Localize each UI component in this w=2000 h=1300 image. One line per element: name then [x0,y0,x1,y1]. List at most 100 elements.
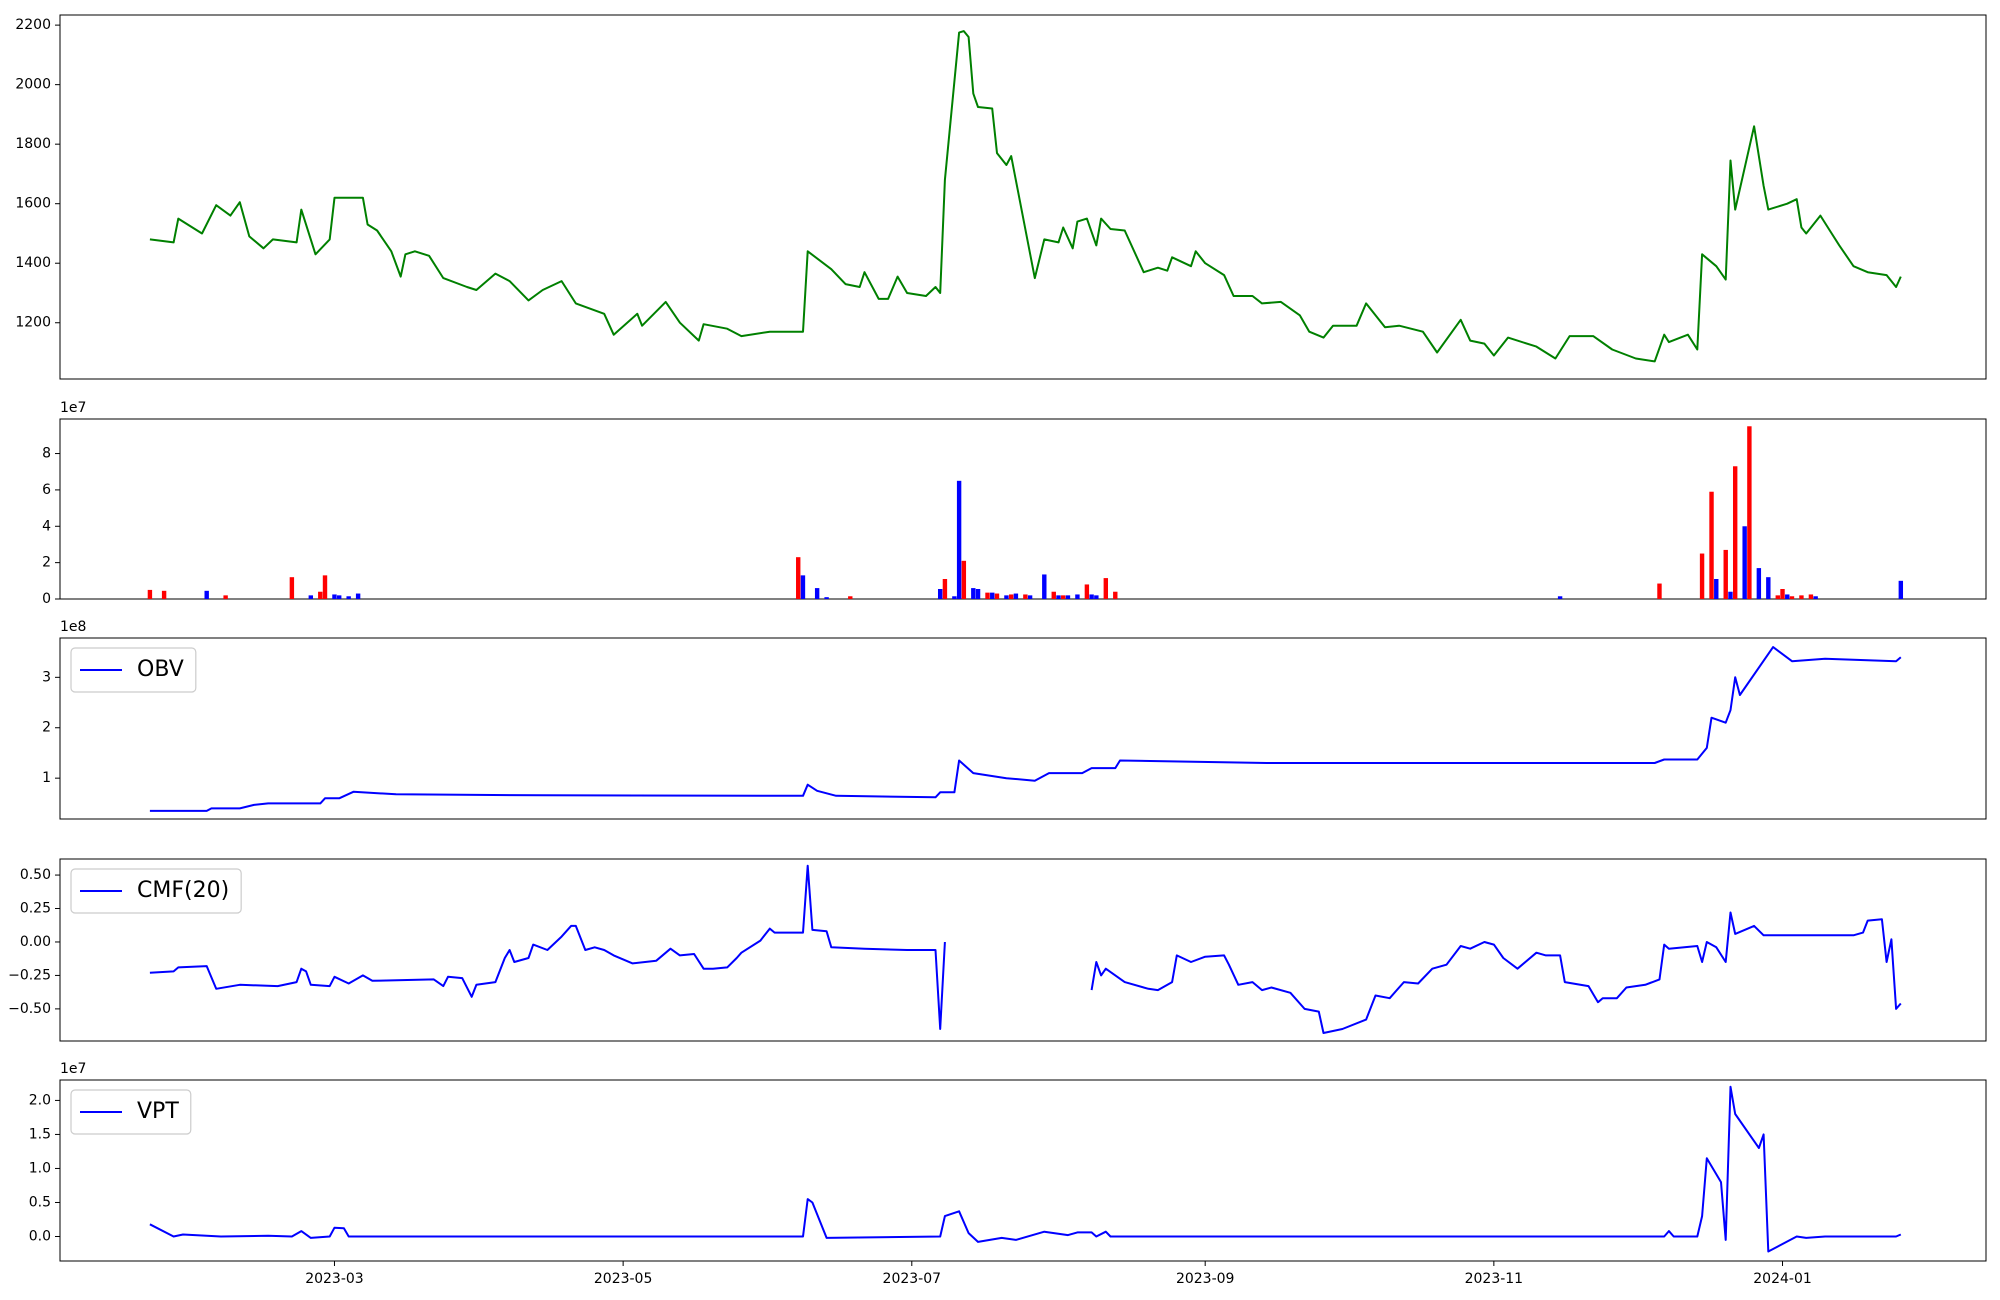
legend-box [70,868,242,914]
y-tick-label: 1 [42,770,51,786]
volume-bar [1004,595,1009,599]
y-tick-label: 0.25 [20,901,51,917]
volume-bar [961,560,967,599]
volume-bar [322,575,328,599]
volume-bar [985,592,990,599]
y-tick-label: 1.0 [29,1160,51,1176]
volume-bar [952,596,957,599]
y-tick-label: 0.5 [29,1194,51,1210]
volume-bar [1799,595,1804,599]
y-tick-label: 2200 [15,17,51,33]
y-tick-label: −0.50 [8,1001,51,1017]
volume-bar [223,595,228,599]
x-tick-label: 2024-01 [1753,1271,1812,1287]
volume-bar [1027,595,1033,599]
volume-bar [1775,595,1780,599]
y-tick-label: 0.00 [20,934,51,950]
x-tick-label: 2023-03 [305,1271,364,1287]
volume-bar [204,590,209,599]
panel-frame [59,858,1987,1042]
volume-bar [1756,568,1762,599]
y-tick-label: 0.0 [29,1229,51,1245]
volume-bar [1008,594,1014,599]
volume-bar [1042,574,1047,599]
y-tick-label: 1200 [15,315,51,331]
volume-bar [1699,553,1705,599]
x-tick-label: 2023-07 [883,1271,942,1287]
volume-bar [1657,583,1662,599]
y-tick-label: 1400 [15,255,51,271]
volume-bar [848,596,853,599]
volume-bar [1113,591,1118,599]
volume-bar [942,579,948,599]
volume-bar [1766,577,1771,599]
x-tick-label: 2023-05 [594,1271,653,1287]
x-tick-label: 2023-09 [1176,1271,1235,1287]
volume-bar [1084,584,1090,599]
volume-bar [1789,596,1795,599]
volume-bar [990,592,995,599]
y-tick-label: −0.25 [8,967,51,983]
volume-bar [1557,596,1563,599]
series-line [149,864,1902,1034]
volume-bar [994,593,1000,599]
volume-bar [1732,466,1738,599]
y-tick-label: 2 [42,555,51,571]
y-tick-label: 1800 [15,136,51,152]
volume-bar [1094,595,1099,599]
volume-bar [308,595,314,599]
series-line [149,1085,1902,1253]
volume-bar [336,595,342,599]
y-tick-label: 4 [42,518,51,534]
volume-bar [824,597,829,599]
volume-bar [814,588,820,599]
volume-bar [1103,578,1109,599]
volume-bar [1065,595,1071,599]
legend-label: OBV [137,657,184,682]
volume-bar [1785,594,1790,599]
volume-bar [956,480,962,599]
volume-bar [1061,595,1066,599]
volume-bar [1709,491,1714,599]
volume-bar [800,575,806,599]
volume-bar [346,596,351,599]
offset-text: 1e8 [60,619,86,635]
y-tick-label: 8 [42,446,51,462]
offset-text: 1e7 [60,1061,86,1077]
panel-frame [59,637,1987,820]
y-tick-label: 1.5 [29,1126,51,1142]
volume-bar [1747,426,1752,599]
y-tick-label: 2000 [15,77,51,93]
volume-bar [975,589,981,599]
volume-bar [971,588,976,599]
panel-frame [59,14,1987,380]
volume-bar [1813,596,1818,599]
offset-text: 1e7 [60,400,86,416]
volume-bar [937,589,943,599]
y-tick-label: 1600 [15,196,51,212]
y-tick-label: 0.50 [20,867,51,883]
series-line [149,646,1902,812]
series-line [149,30,1902,363]
legend-label: CMF(20) [137,878,229,903]
volume-bar [332,594,337,599]
volume-bar [1013,593,1019,599]
legend-box [70,1089,192,1135]
volume-bar [1728,591,1733,599]
x-tick-label: 2023-11 [1465,1271,1524,1287]
y-tick-label: 0 [42,591,51,607]
volume-bar [289,577,295,599]
y-tick-label: 2 [42,720,51,736]
panel-frame [59,1079,1987,1262]
legend-box [70,647,197,693]
volume-bar [1808,594,1814,599]
volume-bar [1051,591,1056,599]
volume-bar [1742,526,1747,599]
y-tick-label: 6 [42,482,51,498]
volume-bar [1898,580,1904,599]
volume-bar [147,589,153,599]
volume-bar [355,593,361,599]
volume-bar [1056,595,1061,599]
